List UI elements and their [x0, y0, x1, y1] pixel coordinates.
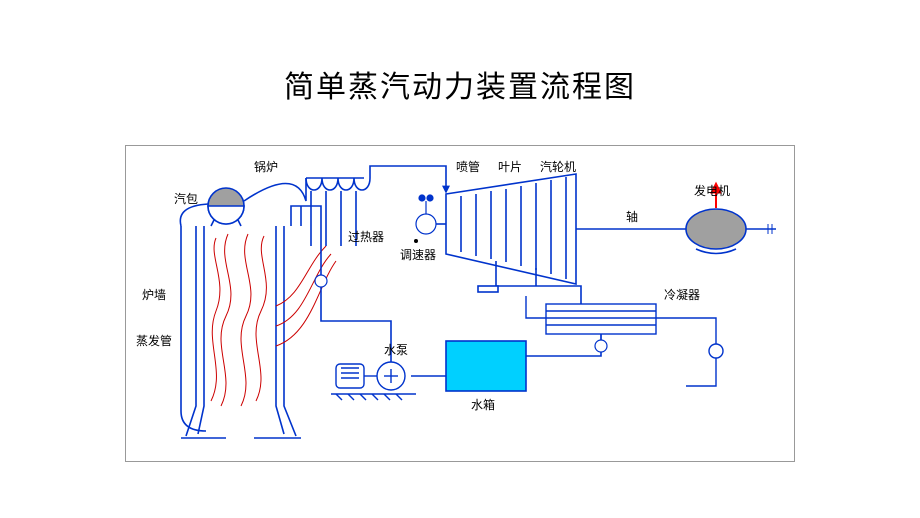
- heat-lines: [211, 234, 336, 406]
- label-furnace-wall: 炉墙: [142, 286, 166, 303]
- steam-plant-diagram: 锅炉 汽包 炉墙 蒸发管 过热器 调速器 水泵 水箱 喷管 叶片 汽轮机 轴 发…: [125, 145, 795, 462]
- label-steam-drum: 汽包: [174, 190, 198, 207]
- governor: [416, 195, 436, 234]
- slide: 简单蒸汽动力装置流程图: [0, 0, 920, 518]
- label-governor: 调速器: [400, 246, 436, 263]
- label-pump: 水泵: [384, 341, 408, 358]
- superheater: [244, 166, 446, 246]
- label-superheater: 过热器: [348, 228, 384, 245]
- turbine: [436, 174, 686, 284]
- pump: [331, 362, 416, 400]
- label-evap-tube: 蒸发管: [136, 332, 172, 349]
- label-shaft: 轴: [626, 208, 638, 225]
- label-turbine: 汽轮机: [540, 158, 576, 175]
- label-generator: 发电机: [694, 182, 730, 199]
- water-tank: [446, 341, 526, 391]
- valve-icon: [595, 334, 607, 352]
- dot-icon: [414, 239, 418, 243]
- label-boiler: 锅炉: [254, 158, 278, 175]
- label-condenser: 冷凝器: [664, 286, 700, 303]
- steam-drum: [208, 188, 244, 224]
- condenser: [526, 296, 723, 386]
- evaporator-tubes: [180, 204, 241, 431]
- condensate-line: [526, 334, 601, 356]
- slide-title: 简单蒸汽动力装置流程图: [0, 62, 920, 106]
- label-tank: 水箱: [471, 396, 495, 413]
- label-nozzle: 喷管: [456, 158, 480, 175]
- label-blade: 叶片: [498, 158, 522, 175]
